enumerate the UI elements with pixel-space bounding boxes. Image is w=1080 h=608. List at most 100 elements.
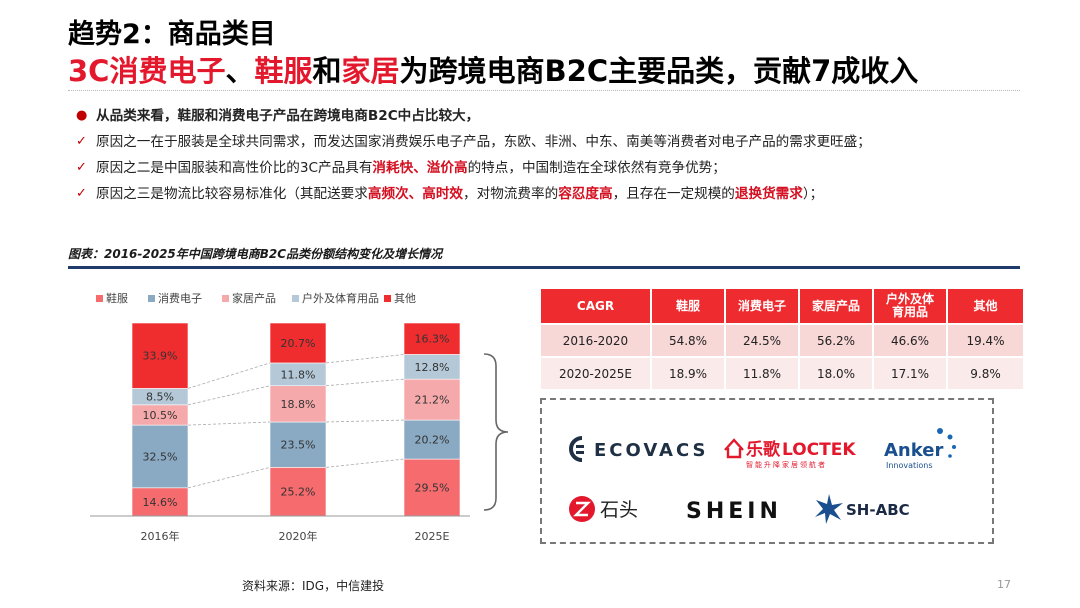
connector-line: [187, 385, 271, 406]
subtitle-part: 和: [312, 54, 342, 88]
table-row: 2020-2025E 18.9% 11.8% 18.0% 17.1% 9.8%: [541, 356, 1023, 389]
bullet-emphasis: 高频次、高时效: [367, 186, 464, 202]
svg-text:石头: 石头: [600, 499, 638, 521]
bullet-text: 原因之三是物流比较容易标准化（其配送要求: [96, 186, 368, 202]
data-label: 16.3%: [415, 333, 450, 346]
source-note: 资料来源：IDG，中信建投: [242, 579, 385, 593]
bullet-text: ，对物流费率的: [463, 186, 559, 202]
subtitle-part: 家居: [341, 54, 400, 88]
ecovacs-logo: ECOVACS: [568, 434, 720, 468]
slide-subtitle: 3C消费电子、鞋服和家居为跨境电商B2C主要品类，贡献7成收入: [68, 48, 918, 90]
bullet-item: ✓ 原因之一在于服装是全球共同需求，而发达国家消费娱乐电子产品，东欧、非洲、中东、…: [76, 130, 1036, 156]
bar-segment: [403, 419, 461, 460]
cagr-table: CAGR 鞋服 消费电子 家居产品 户外及体 育用品 其他 2016-2020 54.8% 24…: [541, 289, 1023, 389]
bullet-text: 原因之二是中国服装和高性价比的3C产品具有: [96, 160, 373, 176]
svg-text:LOCTEK: LOCTEK: [782, 440, 856, 460]
data-label: 18.8%: [281, 398, 316, 411]
subtitle-part: 鞋服: [254, 54, 313, 88]
connector-line: [325, 378, 405, 387]
data-label: 11.8%: [281, 368, 316, 381]
legend-swatch: [222, 295, 229, 302]
data-label: 33.9%: [143, 350, 178, 363]
checkmark-icon: ✓: [76, 134, 87, 149]
bullet-emphasis: 容忍度高: [558, 186, 613, 202]
table-header-cell: CAGR: [541, 289, 652, 324]
svg-text:Innovations: Innovations: [886, 461, 933, 470]
bar-segment: [403, 378, 461, 421]
data-label: 25.2%: [281, 486, 316, 499]
legend-swatch: [148, 295, 155, 302]
table-header-cell: 其他: [947, 289, 1023, 324]
legend-swatch: [384, 295, 391, 302]
data-label: 12.8%: [415, 361, 450, 374]
table-cell: 56.2%: [799, 323, 874, 357]
bar-segment: [269, 421, 327, 468]
x-tick-label: 2020年: [279, 529, 318, 543]
bullet-item: ● 从品类来看，鞋服和消费电子产品在跨境电商B2C中占比较大，: [76, 104, 1036, 130]
bullet-item: ✓ 原因之三是物流比较容易标准化（其配送要求高频次、高时效，对物流费率的容忍度高，…: [76, 182, 1036, 208]
x-tick-label: 2016年: [141, 529, 180, 543]
subtitle-part: 为跨境电商B2C主要品类，贡献7成收入: [399, 54, 919, 88]
table-header-cell: 鞋服: [651, 289, 726, 324]
shabc-logo: SH-ABC: [814, 492, 926, 530]
table-cell: 2020-2025E: [541, 356, 652, 389]
data-label: 21.2%: [415, 394, 450, 407]
svg-text:智能升降家居领航者: 智能升降家居领航者: [746, 460, 827, 469]
connector-line: [325, 458, 405, 468]
svg-text:SHEIN: SHEIN: [686, 499, 782, 524]
roborock-logo: 石头: [568, 492, 658, 530]
legend-swatch: [292, 295, 299, 302]
bar-segment: [269, 322, 327, 364]
table-cell: 19.4%: [947, 323, 1023, 357]
data-label: 23.5%: [281, 439, 316, 452]
legend-label: 户外及体育用品: [302, 291, 379, 305]
svg-text:SH-ABC: SH-ABC: [846, 501, 910, 519]
data-label: 32.5%: [143, 450, 178, 463]
table-header-cell: 家居产品: [799, 289, 874, 324]
data-label: 14.6%: [143, 496, 178, 509]
connector-line: [325, 354, 405, 364]
legend-swatch: [96, 295, 103, 302]
table-header-cell: 消费电子: [725, 289, 800, 324]
caption-rule: [68, 266, 1020, 269]
stacked-bar-chart: 鞋服 消费电子 家居产品 户外及体育用品 其他 14.6% 32.5% 10.5% 8.5% 33…: [90, 291, 470, 543]
table-cell: 54.8%: [651, 323, 726, 357]
bullet-text: ，且存在一定规模的: [612, 186, 735, 202]
bar-segment: [131, 487, 189, 517]
subtitle-part: 3C消费电子: [68, 54, 226, 88]
bar-segment: [403, 458, 461, 517]
table-cell: 18.0%: [799, 356, 874, 389]
legend-label: 消费电子: [158, 291, 202, 305]
chart-caption: 图表：2016-2025年中国跨境电商B2C品类份额结构变化及增长情况: [68, 247, 443, 261]
connector-line: [325, 419, 405, 423]
table-row: 2016-2020 54.8% 24.5% 56.2% 46.6% 19.4%: [541, 323, 1023, 357]
svg-text:乐歌: 乐歌: [746, 439, 781, 460]
table-cell: 18.9%: [651, 356, 726, 389]
slide-title: 趋势2：商品类目: [68, 19, 276, 50]
table-header-cell: 户外及体 育用品: [873, 289, 948, 324]
bullet-emphasis: 退换货需求: [734, 186, 803, 202]
bar-segment: [403, 322, 461, 355]
title-divider: [68, 90, 1020, 91]
ecovacs-text: ECOVACS: [594, 440, 708, 461]
legend-label: 家居产品: [232, 291, 276, 305]
bullet-text: 的特点，中国制造在全球依然有竞争优势；: [467, 160, 726, 176]
bullet-text: 从品类来看，鞋服和消费电子产品在跨境电商B2C中占比较大，: [96, 108, 480, 124]
data-label: 29.5%: [415, 482, 450, 495]
legend-label: 其他: [394, 292, 416, 305]
subtitle-part: 、: [225, 54, 255, 88]
bar-segment: [131, 424, 189, 489]
bracket-icon: [483, 353, 509, 511]
data-label: 20.2%: [415, 434, 450, 447]
connector-line: [187, 362, 271, 389]
table-cell: 17.1%: [873, 356, 948, 389]
legend-label: 鞋服: [106, 291, 128, 305]
page-number: 17: [997, 578, 1011, 591]
table-cell: 11.8%: [725, 356, 800, 389]
brand-logos-panel: ECOVACS 乐歌 LOCTEK 智能升降家居领航者 Anker Innova…: [540, 398, 994, 544]
table-cell: 46.6%: [873, 323, 948, 357]
loctek-logo: 乐歌 LOCTEK 智能升降家居领航者: [722, 430, 862, 474]
bullet-text: ）；: [802, 186, 824, 202]
bullet-list: ● 从品类来看，鞋服和消费电子产品在跨境电商B2C中占比较大， ✓ 原因之一在于服装是…: [76, 104, 1036, 208]
anker-logo: Anker Innovations: [882, 424, 962, 476]
